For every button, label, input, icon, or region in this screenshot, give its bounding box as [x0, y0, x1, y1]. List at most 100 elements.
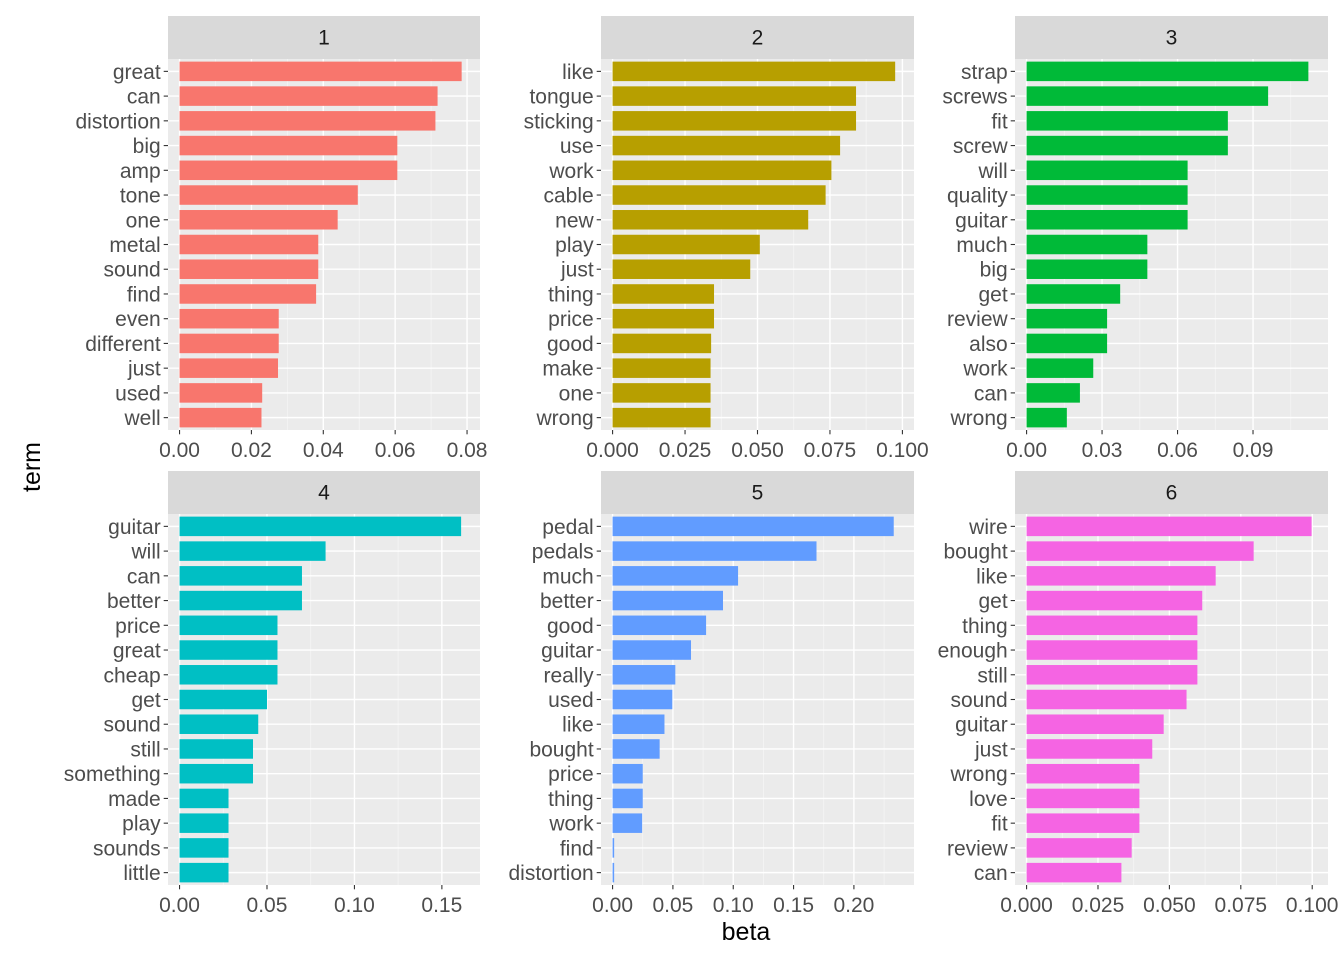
facet-panel-5: 5 pedalpedalsmuchbettergoodguitarreallyus…	[508, 471, 914, 917]
bar-sounds	[179, 838, 229, 858]
x-tick-label: 0.10	[713, 894, 754, 917]
bar-used	[179, 383, 263, 403]
bar-can	[179, 86, 438, 106]
facet-strip-label: 5	[752, 482, 764, 505]
y-tick-label: one	[126, 209, 161, 232]
x-tick-label: 0.000	[586, 439, 639, 462]
bar-screw	[1026, 135, 1228, 156]
bar-price	[179, 615, 278, 636]
y-tick-label: bought	[529, 738, 593, 761]
y-tick-label: much	[956, 234, 1007, 257]
bar-wrong	[612, 407, 711, 428]
bar-little	[179, 862, 229, 883]
y-tick-label: pedal	[542, 516, 593, 539]
y-tick-label: review	[947, 308, 1009, 331]
y-tick-label: get	[131, 689, 160, 712]
x-tick-label: 0.05	[247, 894, 288, 917]
y-tick-label: great	[113, 640, 161, 663]
y-tick-label: sound	[103, 259, 160, 282]
facet-strip	[168, 471, 480, 514]
y-tick-label: good	[547, 615, 594, 638]
y-tick-label: can	[127, 86, 161, 109]
x-tick-label: 0.00	[592, 894, 633, 917]
bar-distortion	[612, 862, 615, 883]
bar-find	[179, 284, 317, 304]
bar-distortion	[179, 111, 436, 131]
bar-still	[179, 739, 253, 759]
bar-big	[179, 135, 398, 156]
bar-get	[1026, 590, 1203, 611]
x-tick-label: 0.10	[334, 894, 375, 917]
y-tick-label: used	[115, 382, 161, 405]
y-tick-label: wrong	[949, 407, 1007, 430]
x-tick-label: 0.20	[833, 894, 874, 917]
y-tick-label: something	[64, 763, 161, 786]
bar-play	[612, 234, 760, 255]
bar-bought	[612, 739, 660, 759]
y-tick-label: thing	[548, 788, 594, 811]
y-tick-label: sounds	[93, 837, 161, 860]
bar-can	[1026, 383, 1080, 403]
facet-strip	[1015, 471, 1328, 514]
y-tick-label: still	[130, 738, 160, 761]
y-tick-label: like	[976, 565, 1008, 588]
y-tick-label: amp	[120, 160, 161, 183]
bar-great	[179, 640, 278, 660]
y-tick-label: price	[548, 308, 594, 331]
bar-tone	[179, 185, 358, 205]
x-tick-label: 0.05	[652, 894, 693, 917]
bar-work	[1026, 358, 1094, 378]
y-tick-label: better	[540, 590, 594, 613]
y-tick-label: sound	[103, 714, 160, 737]
bar-thing	[1026, 615, 1198, 636]
y-tick-label: distortion	[75, 110, 160, 133]
bar-thing	[612, 788, 643, 809]
bar-also	[1026, 333, 1108, 354]
x-tick-label: 0.06	[1157, 439, 1198, 462]
y-tick-label: will	[131, 541, 161, 564]
y-tick-label: new	[555, 209, 594, 232]
facet-panel-6: 6 wireboughtlikegetthingenoughstillsoundg…	[938, 471, 1338, 917]
y-tick-label: price	[548, 763, 594, 786]
bar-can	[1026, 862, 1122, 883]
y-tick-label: review	[947, 837, 1009, 860]
bar-tongue	[612, 86, 857, 106]
bar-even	[179, 308, 279, 329]
x-tick-label: 0.000	[1000, 894, 1053, 917]
bar-sound	[179, 714, 259, 734]
y-tick-label: one	[559, 382, 594, 405]
bar-just	[612, 259, 751, 279]
bar-strap	[1026, 61, 1309, 82]
y-tick-label: quality	[947, 185, 1008, 208]
bar-review	[1026, 838, 1132, 858]
bar-price	[612, 308, 715, 329]
bar-screws	[1026, 86, 1269, 106]
y-tick-label: get	[978, 283, 1007, 306]
bar-guitar	[179, 516, 462, 537]
y-tick-label: guitar	[955, 209, 1008, 232]
y-tick-label: also	[969, 333, 1008, 356]
bar-sound	[1026, 689, 1187, 710]
y-tick-label: cheap	[103, 664, 160, 687]
y-tick-label: made	[108, 788, 161, 811]
y-tick-label: even	[115, 308, 161, 331]
facet-strip-label: 2	[752, 27, 764, 50]
bar-better	[179, 590, 302, 611]
x-tick-label: 0.08	[447, 439, 488, 462]
y-tick-label: wire	[968, 516, 1008, 539]
y-tick-label: price	[115, 615, 161, 638]
bar-will	[179, 541, 326, 561]
y-tick-label: can	[974, 382, 1008, 405]
bar-big	[1026, 259, 1148, 279]
bar-quality	[1026, 185, 1188, 205]
bar-fit	[1026, 813, 1140, 833]
x-tick-label: 0.09	[1233, 439, 1274, 462]
y-tick-label: just	[560, 259, 594, 282]
y-tick-label: metal	[109, 234, 160, 257]
bar-much	[1026, 234, 1148, 255]
bar-different	[179, 333, 279, 354]
x-tick-label: 0.075	[1215, 894, 1268, 917]
y-tick-label: can	[127, 565, 161, 588]
facet-strip-label: 1	[318, 27, 330, 50]
y-tick-label: enough	[938, 640, 1008, 663]
